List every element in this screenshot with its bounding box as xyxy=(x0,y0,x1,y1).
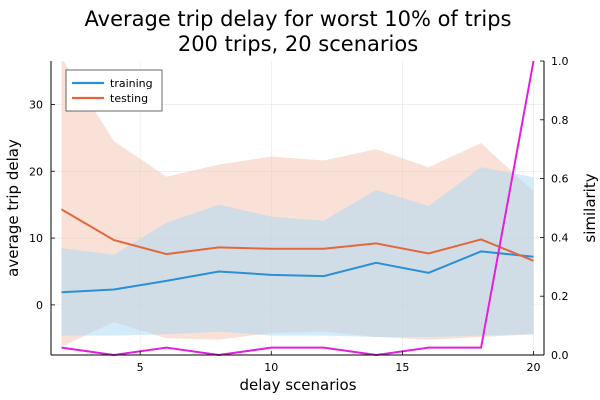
y-tick-label: 30 xyxy=(29,98,43,111)
x-tick-label: 20 xyxy=(527,361,541,374)
plot-frame xyxy=(50,61,545,356)
y2-tick-label: 1.0 xyxy=(551,55,569,68)
y2-tick-label: 0.6 xyxy=(551,173,569,186)
confidence-bands xyxy=(61,61,534,347)
legend: training testing xyxy=(65,69,163,112)
y2-tick-label: 0.2 xyxy=(551,290,569,303)
legend-label-testing: testing xyxy=(110,92,148,105)
tick-marks: 5 10 15 20 0 10 20 30 0.0 0.2 0.4 0.6 0.8 1.0 xyxy=(29,55,569,374)
x-tick-label: 15 xyxy=(395,361,409,374)
chart-subtitle: 200 trips, 20 scenarios xyxy=(178,32,418,56)
line-training xyxy=(61,250,534,294)
line-testing xyxy=(60,208,534,262)
y-tick-label: 20 xyxy=(29,165,43,178)
y2-tick-label: 0.8 xyxy=(551,114,569,127)
x-axis-label: delay scenarios xyxy=(239,376,356,394)
x-tick-label: 10 xyxy=(264,361,278,374)
legend-box xyxy=(65,69,163,112)
y2-axis-label: similarity xyxy=(581,173,599,242)
y-axis-label: average trip delay xyxy=(4,139,22,277)
x-tick-label: 5 xyxy=(137,361,144,374)
series-lines xyxy=(60,208,534,294)
y-tick-label: 10 xyxy=(29,232,43,245)
y2-tick-label: 0.0 xyxy=(551,349,569,362)
band-training xyxy=(61,167,534,337)
chart-title: Average trip delay for worst 10% of trip… xyxy=(85,7,512,31)
legend-label-training: training xyxy=(110,77,153,90)
y2-tick-label: 0.4 xyxy=(551,231,569,244)
y-tick-label: 0 xyxy=(36,299,43,312)
